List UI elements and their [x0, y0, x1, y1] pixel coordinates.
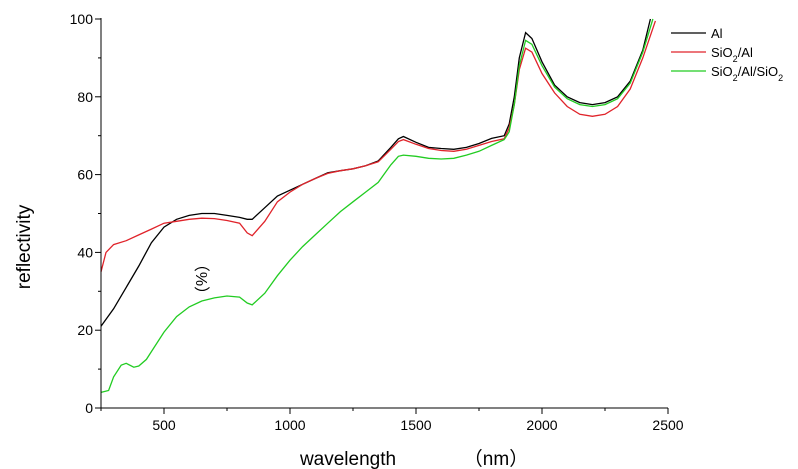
legend-label-3: SiO2/Al/SiO2 [711, 64, 783, 83]
y-tick-label: 80 [77, 89, 93, 105]
series-line-2 [100, 20, 657, 273]
legend-label-1: Al [711, 26, 723, 41]
x-axis-unit: （nm） [464, 448, 528, 469]
x-tick-label: 500 [152, 417, 176, 433]
x-tick-label: 2000 [526, 417, 557, 433]
y-tick-label: 100 [70, 11, 94, 27]
y-tick-label: 20 [77, 322, 93, 338]
plot-lines [100, 18, 657, 394]
x-axis-title: wavelength [299, 449, 396, 469]
series-line-1 [100, 18, 652, 327]
axes: 500 1000 1500 2000 2500 0 20 40 60 80 100 [70, 11, 684, 433]
y-tick-label: 0 [85, 400, 93, 416]
x-tick-label: 2500 [652, 417, 683, 433]
x-tick-label: 1000 [274, 417, 305, 433]
y-axis-unit: （%） [192, 256, 210, 302]
x-tick-label: 1500 [400, 417, 431, 433]
legend-label-2: SiO2/Al [711, 45, 753, 64]
series-line-3 [100, 18, 654, 394]
y-tick-label: 60 [77, 167, 93, 183]
y-axis-title: reflectivity [14, 204, 35, 289]
y-tick-label: 40 [77, 244, 93, 260]
